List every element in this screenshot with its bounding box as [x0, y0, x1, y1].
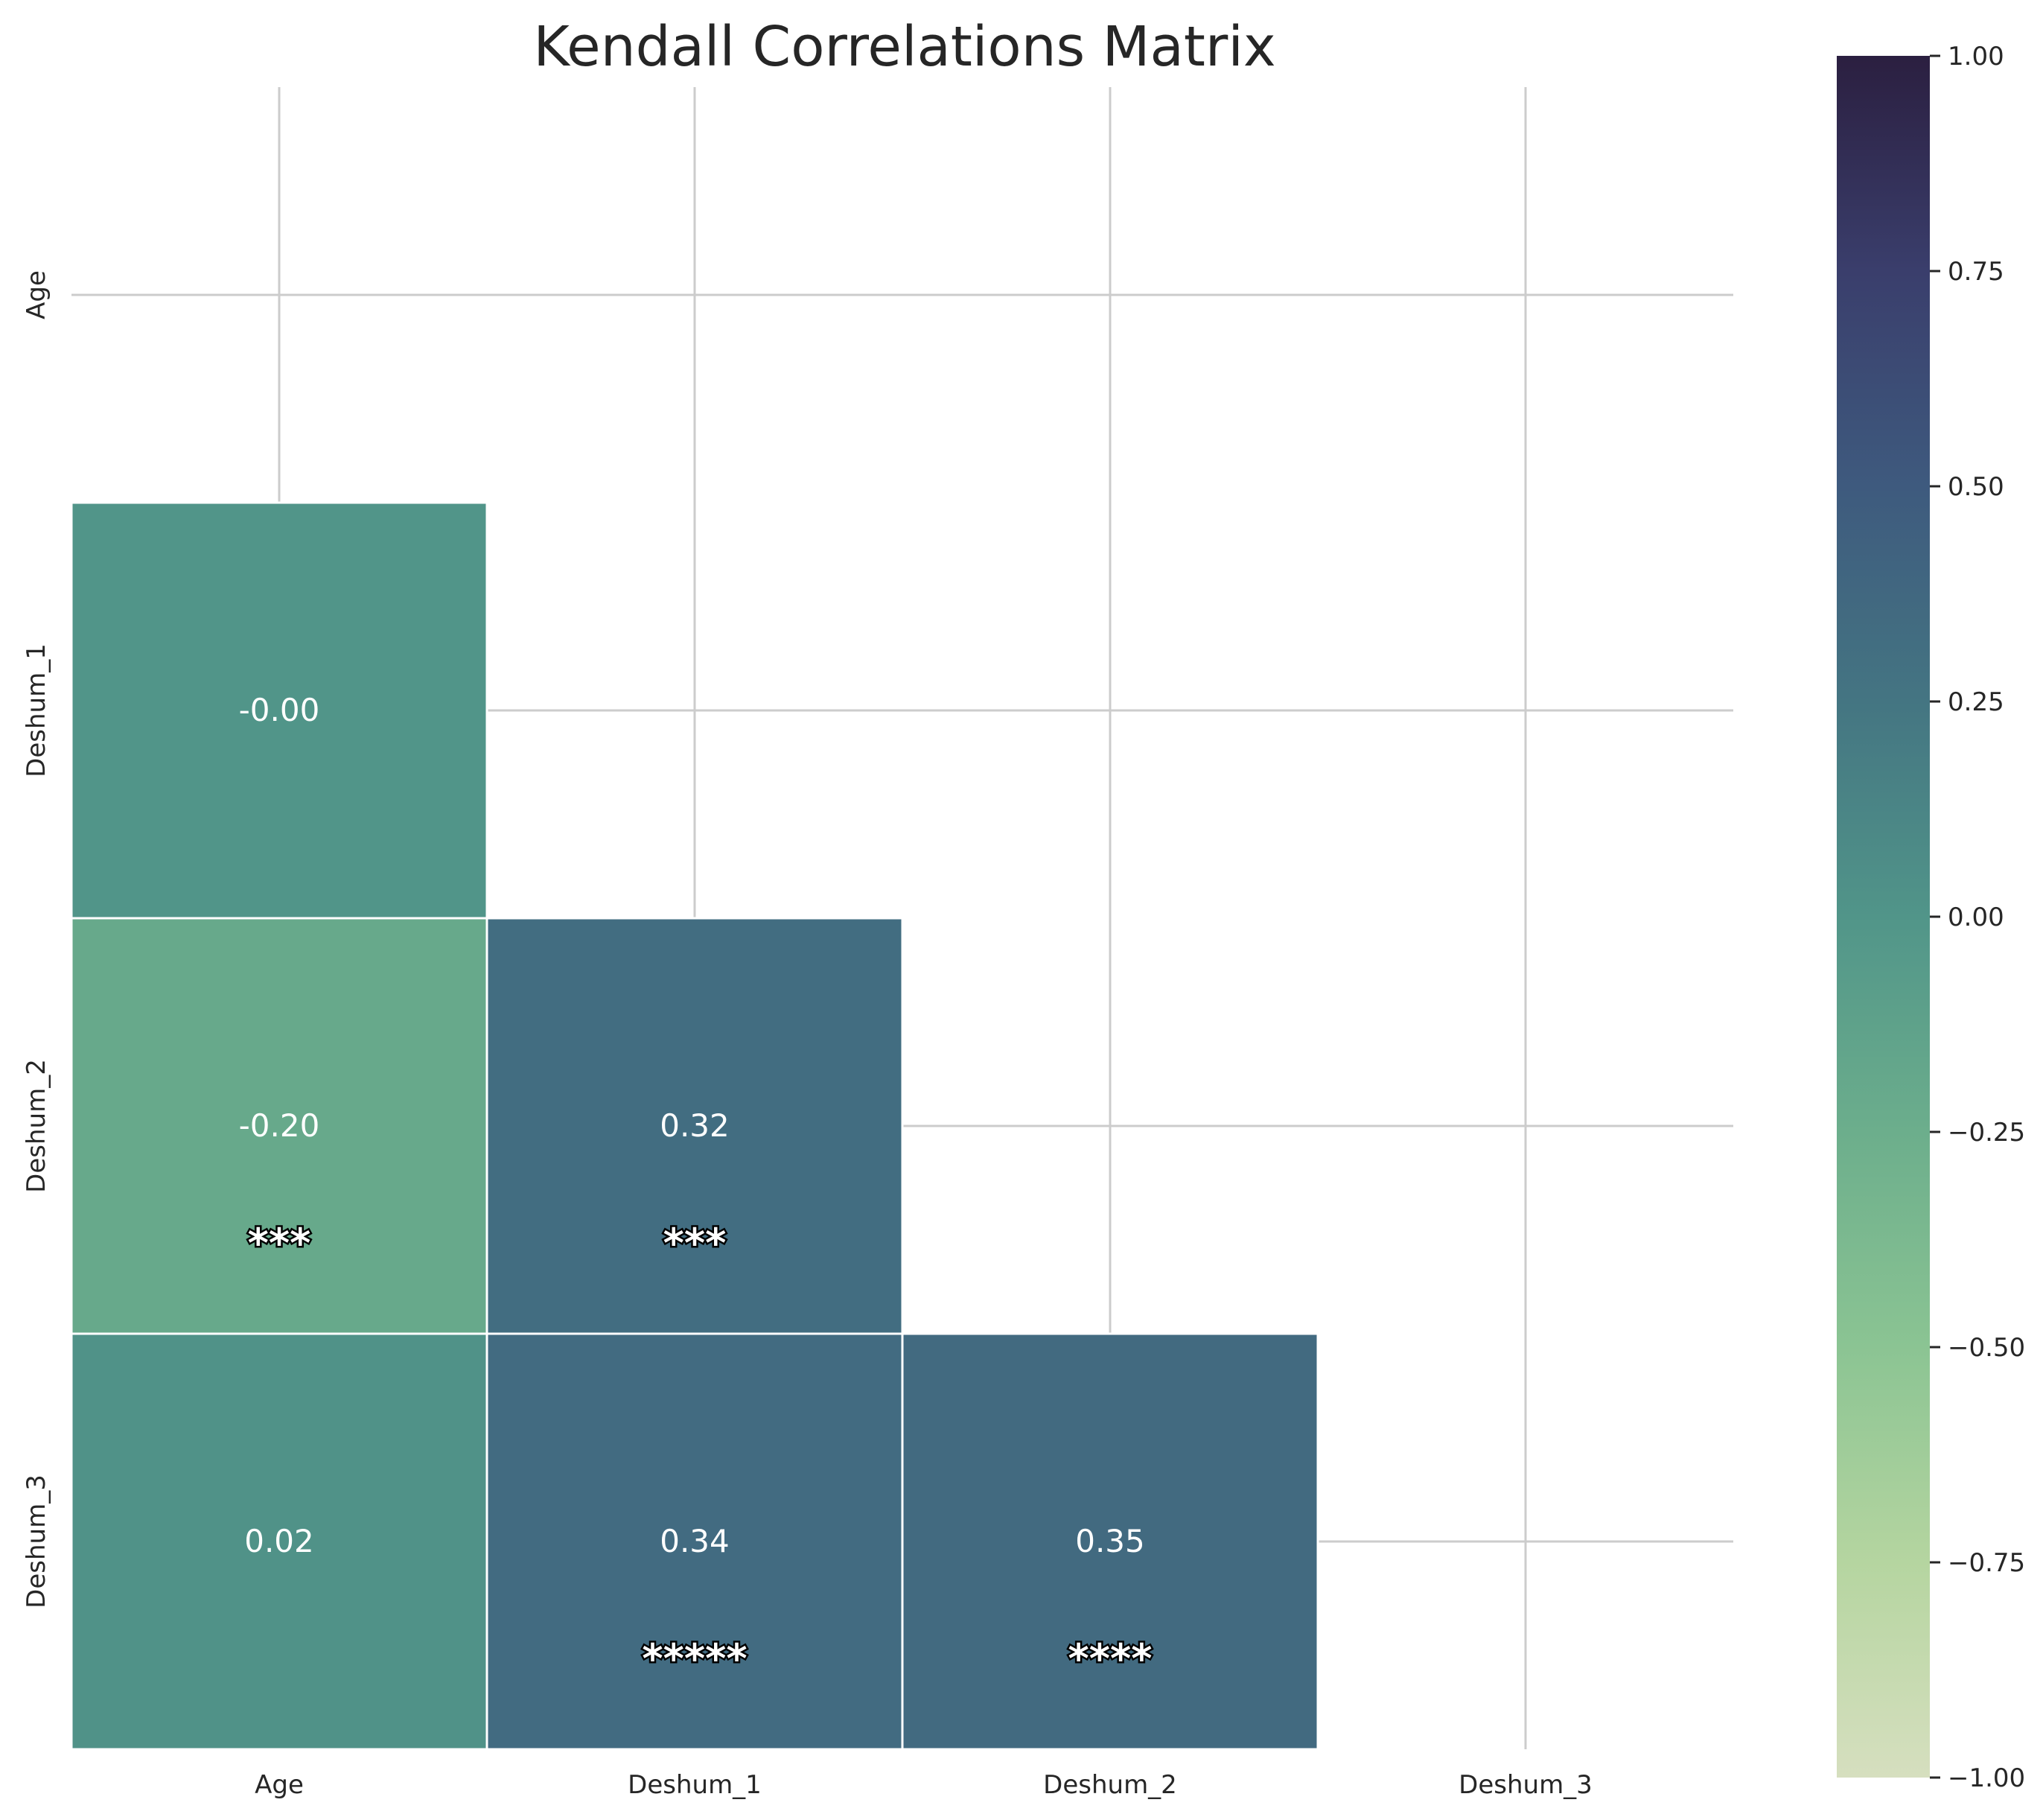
- colorbar-tick-label: −1.00: [1948, 1763, 2025, 1793]
- y-tick-label: Age: [22, 270, 51, 319]
- heatmap-cell: 0.02: [70, 1332, 488, 1751]
- colorbar-tick-label: 0.50: [1948, 472, 2004, 502]
- colorbar-tick-label: 1.00: [1948, 42, 2004, 71]
- colorbar-tick-labels: 1.00 0.75 0.50 0.25 0.00 −0.25 −0.50 −0.75 −1.00: [1930, 42, 2025, 1793]
- cell-significance-stars: ****: [1068, 1635, 1153, 1682]
- cell-significance-stars: *****: [642, 1635, 747, 1682]
- heatmap-cell-rect: [70, 917, 488, 1335]
- heatmap-cell-rect: [901, 1332, 1319, 1751]
- colorbar-gradient: [1837, 56, 1930, 1778]
- heatmap-cell: 0.34 *****: [485, 1332, 904, 1751]
- heatmap-cell: 0.35 ****: [901, 1332, 1319, 1751]
- colorbar-tick-label: −0.75: [1948, 1548, 2025, 1578]
- y-axis-tick-labels: Age Deshum_1 Deshum_2 Deshum_3: [22, 270, 51, 1609]
- y-tick-label: Deshum_1: [22, 643, 51, 777]
- colorbar: [1837, 56, 1930, 1778]
- y-tick-label: Deshum_3: [22, 1474, 51, 1609]
- heatmap-cell-rect: [70, 1332, 488, 1751]
- x-axis-tick-labels: Age Deshum_1 Deshum_2 Deshum_3: [255, 1770, 1593, 1800]
- heatmap-cell-rect: [70, 501, 488, 920]
- cell-significance-stars: ***: [663, 1220, 727, 1267]
- heatmap-cell: -0.00: [70, 501, 488, 920]
- cell-value-label: -0.00: [239, 692, 320, 728]
- colorbar-tick-label: 0.00: [1948, 903, 2004, 932]
- heatmap-cells: -0.00 -0.20 *** 0.32 *** 0.02 0.34 ***** 0.35 ***…: [70, 501, 1319, 1751]
- cell-value-label: 0.02: [244, 1523, 314, 1559]
- y-tick-label: Deshum_2: [22, 1059, 51, 1193]
- heatmap-cell-rect: [485, 1332, 904, 1751]
- heatmap-cell-rect: [485, 917, 904, 1335]
- cell-value-label: 0.32: [660, 1107, 730, 1144]
- chart-title: Kendall Correlations Matrix: [533, 15, 1275, 79]
- x-tick-label: Deshum_1: [628, 1770, 762, 1800]
- colorbar-tick-label: 0.25: [1948, 687, 2004, 717]
- x-tick-label: Age: [255, 1770, 304, 1800]
- cell-significance-stars: ***: [248, 1220, 311, 1267]
- x-tick-label: Deshum_2: [1043, 1770, 1177, 1800]
- cell-value-label: 0.34: [660, 1523, 730, 1559]
- colorbar-tick-label: −0.50: [1948, 1333, 2025, 1363]
- heatmap-cell: -0.20 ***: [70, 917, 488, 1335]
- cell-value-label: 0.35: [1075, 1523, 1145, 1559]
- heatmap-cell: 0.32 ***: [485, 917, 904, 1335]
- colorbar-tick-label: −0.25: [1948, 1118, 2025, 1148]
- cell-value-label: -0.20: [239, 1107, 320, 1144]
- x-tick-label: Deshum_3: [1459, 1770, 1593, 1800]
- colorbar-tick-label: 0.75: [1948, 257, 2004, 287]
